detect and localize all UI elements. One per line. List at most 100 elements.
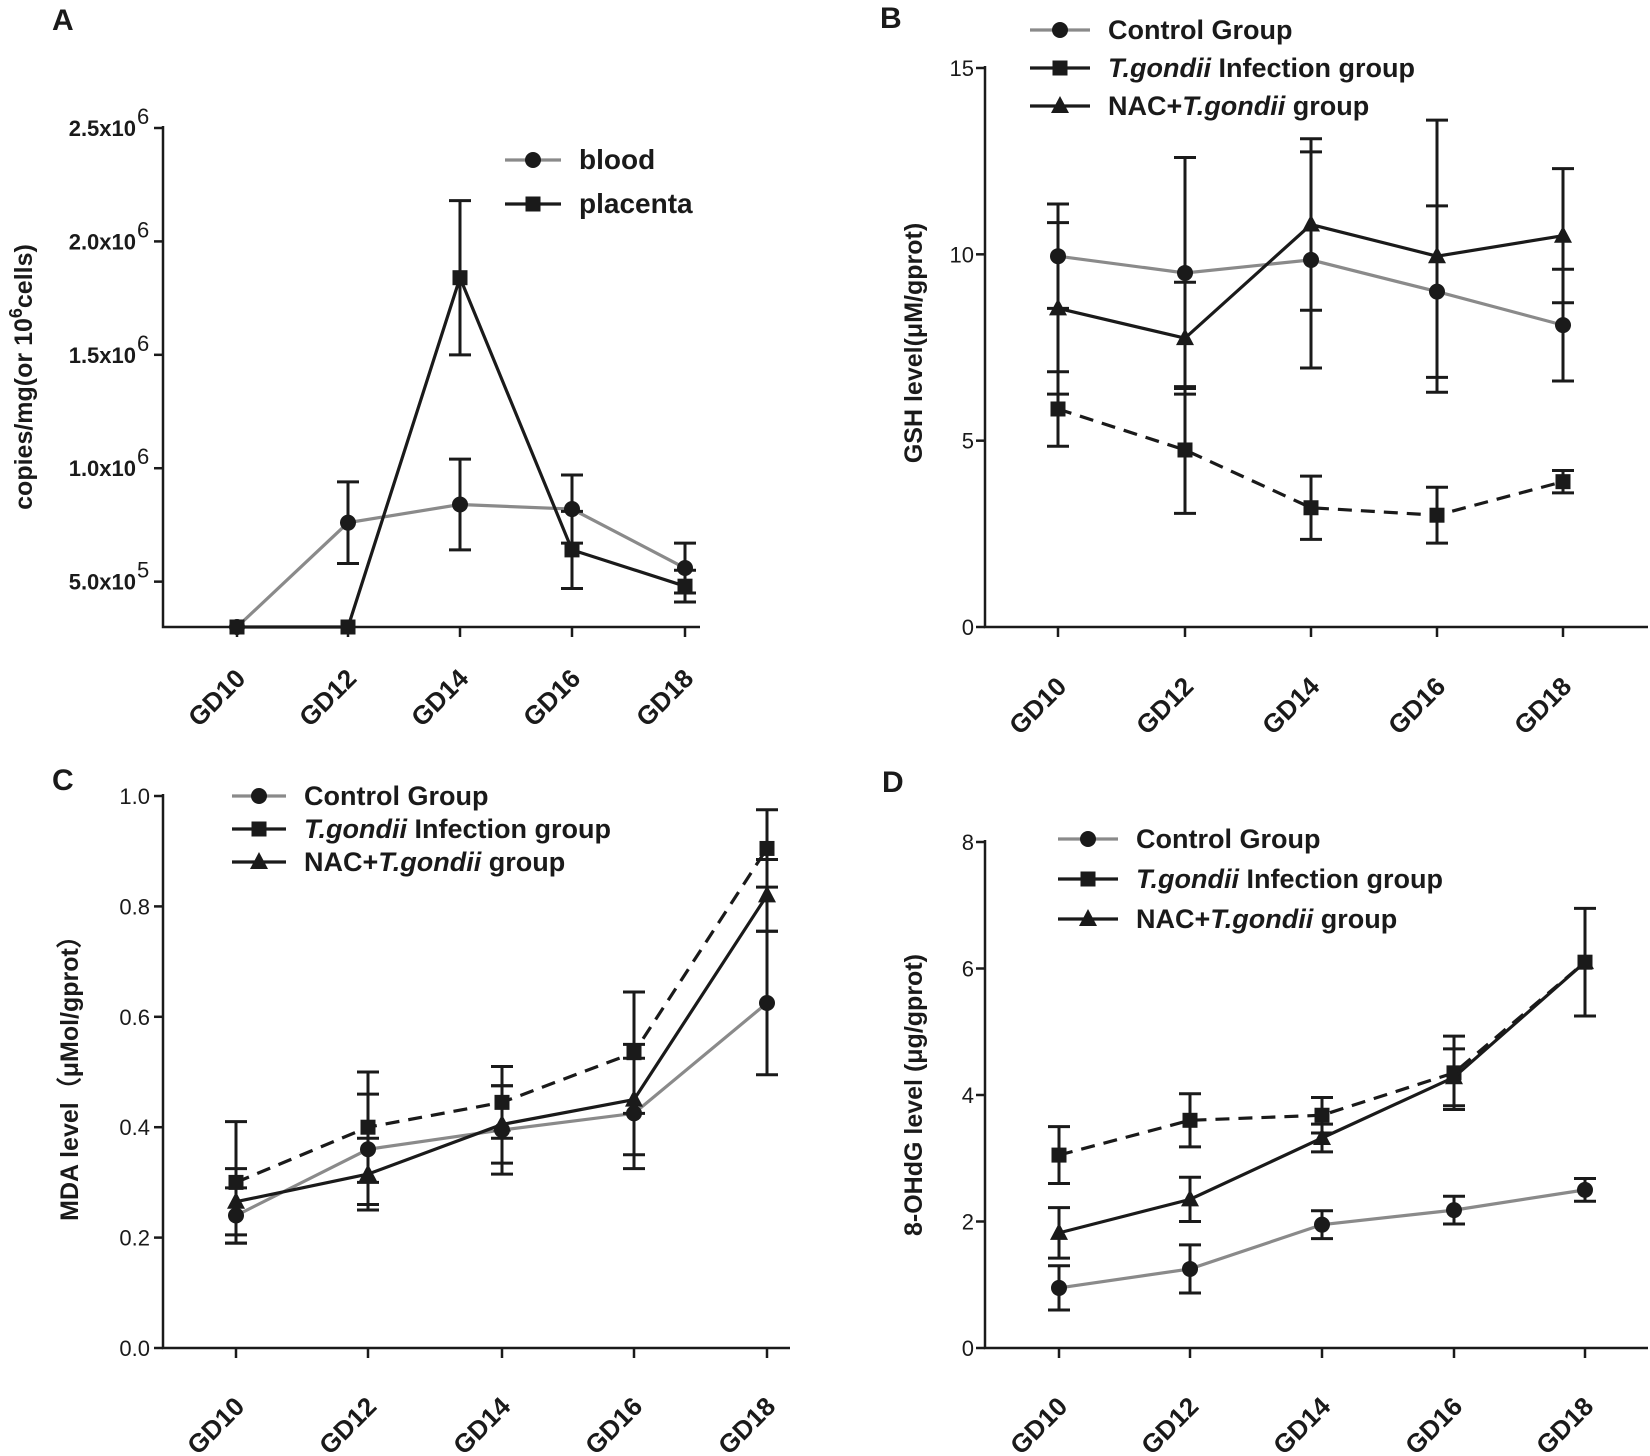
data-point [1177, 264, 1193, 281]
y-tick-exponent: 6 [137, 331, 149, 356]
data-point [564, 542, 580, 558]
panel-a: A 5.0x10 51.0x10 61.5x10 62.0x10 62.5x10 6GD1… [6, 4, 700, 732]
panel-b-label: B [880, 2, 902, 35]
legend-marker [525, 196, 541, 212]
data-point [452, 270, 468, 286]
x-tick-label: GD12 [1135, 1391, 1204, 1456]
series-nac-t-gondii-group [1048, 952, 1594, 1260]
legend-label: T.gondii Infection group [1108, 53, 1415, 83]
legend-label: NAC+T.gondii group [1136, 904, 1397, 934]
data-point [1446, 1202, 1462, 1219]
panel-c-label: C [52, 764, 74, 797]
y-tick-label: 6 [962, 957, 974, 982]
data-point [1314, 1107, 1330, 1123]
data-point [1303, 500, 1319, 516]
data-point [229, 619, 245, 635]
legend-label: NAC+T.gondii group [304, 847, 565, 877]
data-point [625, 1089, 643, 1107]
y-tick-label: 1.0x10 [69, 456, 136, 481]
legend-entry: placenta [505, 188, 693, 219]
legend-entry: blood [505, 144, 655, 175]
y-tick-exponent: 6 [137, 104, 149, 129]
legend-marker [525, 152, 541, 168]
legend-entry: T.gondii Infection group [1030, 53, 1415, 83]
x-tick-label: GD18 [1530, 1391, 1599, 1456]
y-tick-label: 0.4 [119, 1115, 150, 1140]
data-point [1445, 1067, 1463, 1085]
axes [983, 66, 1648, 629]
axes [161, 794, 790, 1350]
data-point [1313, 1128, 1331, 1146]
legend-marker [250, 852, 268, 869]
legend-entry: Control Group [1030, 15, 1292, 45]
data-point [1314, 1216, 1330, 1233]
x-tick-label: GD10 [1003, 671, 1072, 740]
y-tick-label: 2.5x10 [69, 116, 136, 141]
y-tick-label: 1.0 [119, 784, 150, 809]
data-point [1576, 952, 1594, 970]
legend-marker [1051, 96, 1069, 113]
legend-marker [1052, 22, 1068, 38]
y-tick-label: 2.0x10 [69, 229, 136, 254]
y-tick-label: 0.8 [119, 894, 150, 919]
legend-marker [251, 788, 267, 804]
data-point [493, 1114, 511, 1132]
x-tick-label: GD12 [313, 1391, 382, 1456]
y-axis-label: 8-OHdG level (μg/gprot) [900, 954, 928, 1236]
data-point [1182, 1260, 1198, 1277]
x-tick-label: GD18 [712, 1391, 781, 1456]
data-point [759, 840, 775, 856]
x-tick-label: GD14 [1256, 671, 1326, 741]
data-point [677, 560, 693, 577]
data-point [359, 1164, 377, 1182]
y-tick-exponent: 6 [137, 444, 149, 469]
data-point [1302, 214, 1320, 232]
data-point [758, 885, 776, 903]
x-tick-label: GD18 [630, 663, 699, 732]
legend-marker [251, 821, 267, 837]
data-point [1050, 1222, 1068, 1240]
panel-a-label: A [52, 4, 74, 37]
series-placenta [229, 199, 696, 635]
data-point [340, 619, 356, 635]
data-point [360, 1119, 376, 1135]
y-tick-label: 1.5x10 [69, 343, 136, 368]
panel-d: D 0 2 4 6 8 GD10 GD12 GD14 GD16 GD18 8-OHdG level … [882, 766, 1648, 1456]
x-tick-label: GD12 [293, 663, 362, 732]
panel-b: B 0 5 10 15 GD10 GD12 GD14 GD16 GD18 GSH level(μM… [880, 2, 1648, 740]
y-axis-label: copies/mg(or 106cells) [6, 244, 38, 510]
y-axis-label: GSH level(μM/gprot) [900, 223, 928, 463]
legend-label: T.gondii Infection group [1136, 864, 1443, 894]
series-control-group [1048, 1176, 1596, 1312]
legend-label: T.gondii Infection group [304, 814, 611, 844]
series-nac-t-gondii-group [1047, 118, 1574, 396]
y-tick-exponent: 6 [137, 217, 149, 242]
data-point [340, 514, 356, 531]
x-tick-label: GD10 [182, 663, 251, 732]
data-point [1555, 474, 1571, 490]
legend-marker [1080, 871, 1096, 887]
x-tick-label: GD16 [579, 1391, 648, 1456]
y-tick-exponent: 5 [137, 558, 149, 583]
series-blood [229, 457, 696, 635]
x-tick-label: GD14 [1267, 1391, 1337, 1456]
y-tick-label: 0.0 [119, 1336, 150, 1361]
x-tick-label: GD16 [1399, 1391, 1468, 1456]
x-tick-label: GD14 [447, 1391, 517, 1456]
y-tick-label: 0 [962, 1336, 974, 1361]
y-tick-label: 5.0x10 [69, 570, 136, 595]
data-point [452, 496, 468, 513]
data-point [1181, 1189, 1199, 1207]
legend-entry: NAC+T.gondii group [1030, 91, 1369, 121]
legend-label: NAC+T.gondii group [1108, 91, 1369, 121]
series-t-gondii-infection-group [1047, 370, 1574, 545]
data-point [1177, 442, 1193, 458]
data-point [1182, 1112, 1198, 1128]
legend-marker [1052, 60, 1068, 76]
y-tick-label: 15 [950, 56, 974, 81]
y-tick-label: 5 [962, 429, 974, 454]
y-tick-label: 0 [962, 615, 974, 640]
y-tick-label: 2 [962, 1210, 974, 1235]
data-point [1051, 1147, 1067, 1163]
data-point [1577, 1181, 1593, 1198]
